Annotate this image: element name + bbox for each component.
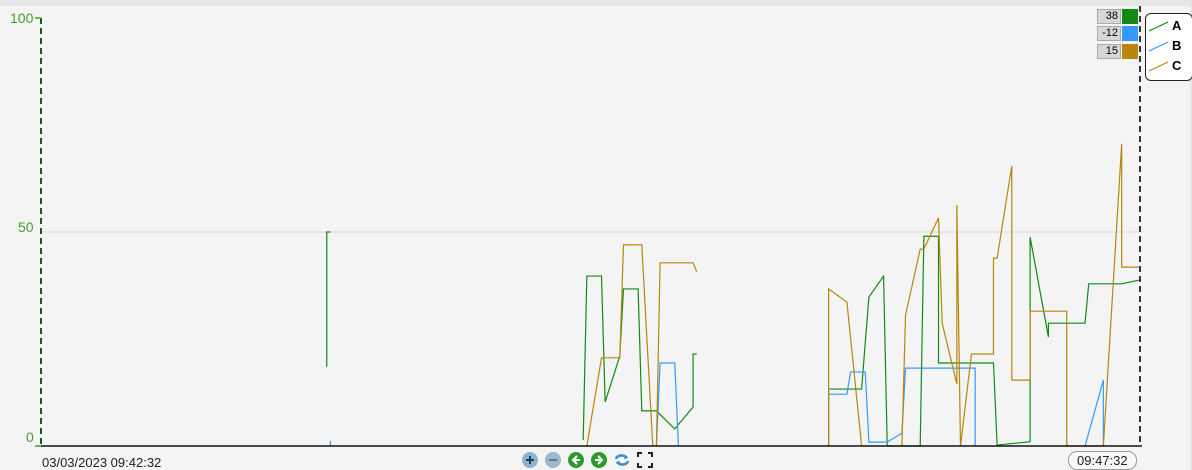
x-end-label: 09:47:32 <box>1068 451 1137 470</box>
legend-item-a[interactable]: A <box>1146 16 1192 36</box>
legend: A B C <box>1145 13 1192 81</box>
series-line-a <box>326 231 331 367</box>
series-line-a <box>582 275 697 441</box>
legend-line-c <box>1148 61 1169 72</box>
zoom-in-button[interactable] <box>520 451 539 469</box>
legend-line-b <box>1148 41 1169 52</box>
series-line-c <box>901 143 1140 447</box>
legend-label-a: A <box>1172 18 1182 33</box>
fullscreen-button[interactable] <box>635 451 654 469</box>
legend-item-b[interactable]: B <box>1146 36 1192 56</box>
y-tick-label: 0 <box>26 429 34 445</box>
y-tick-label: 100 <box>10 10 34 26</box>
line-chart <box>35 6 1142 447</box>
scroll-right-button[interactable] <box>589 451 608 469</box>
legend-label-b: B <box>1172 38 1182 53</box>
value-readout-a: 38 <box>1097 9 1121 24</box>
series-line-b <box>828 367 976 446</box>
chart-panel: 100 50 0 38 -12 15 A B C <box>0 6 1192 470</box>
series-line-b <box>1084 379 1104 447</box>
y-tick-label: 50 <box>18 219 34 235</box>
series-line-b <box>655 362 680 447</box>
series-line-c <box>655 262 698 447</box>
color-swatch-a <box>1122 9 1138 24</box>
color-swatch-c <box>1122 44 1138 59</box>
zoom-out-button[interactable] <box>543 451 562 469</box>
chart-toolbar <box>520 451 654 469</box>
value-readout-c: 15 <box>1097 44 1121 59</box>
legend-line-a <box>1148 21 1169 32</box>
legend-label-c: C <box>1172 58 1182 73</box>
zoom-out-icon <box>544 452 561 468</box>
scroll-left-icon <box>567 452 584 468</box>
refresh-button[interactable] <box>612 451 631 469</box>
refresh-icon <box>614 454 629 466</box>
zoom-in-icon <box>521 452 538 468</box>
scroll-right-icon <box>590 452 607 468</box>
series-line-c <box>586 244 654 447</box>
fullscreen-icon <box>636 452 653 468</box>
legend-item-c[interactable]: C <box>1146 56 1192 76</box>
x-start-label: 03/03/2023 09:42:32 <box>42 455 162 470</box>
scroll-left-button[interactable] <box>566 451 585 469</box>
color-swatch-b <box>1122 26 1138 41</box>
value-readout-b: -12 <box>1097 26 1121 41</box>
series-line-a <box>828 235 1141 447</box>
series-line-c <box>828 287 863 447</box>
